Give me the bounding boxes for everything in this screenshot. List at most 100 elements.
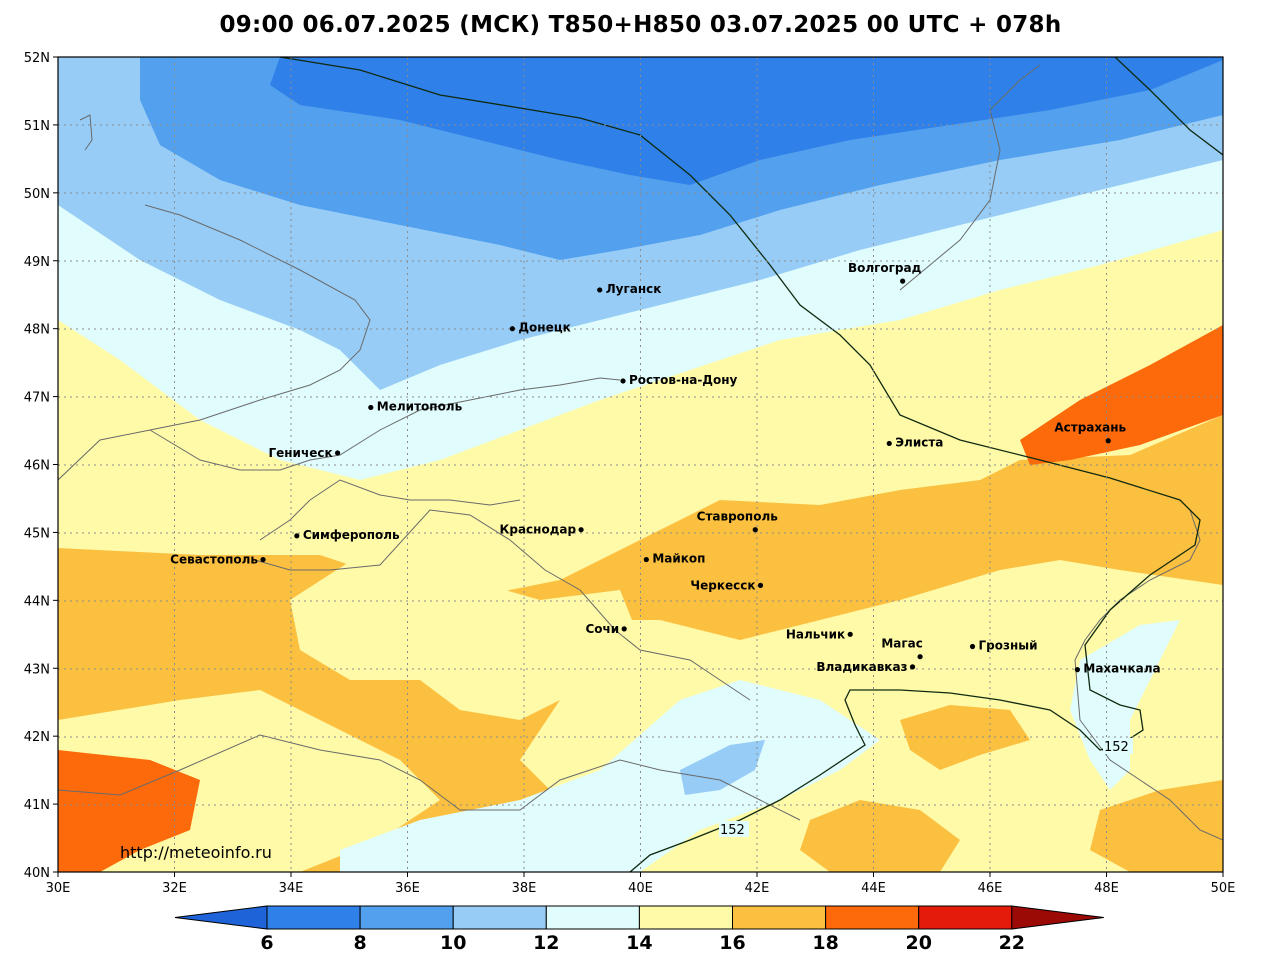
city-6: Астрахань <box>1054 421 1127 444</box>
city-label: Грозный <box>979 639 1038 653</box>
city-label: Мелитополь <box>377 399 463 413</box>
city-5: Геническ <box>268 446 341 460</box>
city-dot <box>969 643 976 650</box>
colorbar-segment <box>732 905 827 930</box>
lat-tick-label: 40N <box>24 866 50 881</box>
city-label: Владикавказ <box>816 660 907 674</box>
lat-tick-label: 52N <box>24 51 50 66</box>
city-dot <box>886 440 892 447</box>
graticule <box>58 57 1223 872</box>
colorbar-label: 18 <box>812 932 838 954</box>
city-dot <box>578 527 584 533</box>
city-label: Краснодар <box>500 523 577 537</box>
city-dot <box>917 654 923 660</box>
city-label: Астрахань <box>1054 421 1126 435</box>
city-17: Грозный <box>969 639 1038 653</box>
city-4: Мелитополь <box>368 399 463 413</box>
city-12: Майкоп <box>643 552 705 566</box>
band-18-20-east <box>1090 780 1223 872</box>
lat-tick-label: 50N <box>24 187 50 202</box>
colorbar-segment <box>359 905 454 930</box>
lat-tick-label: 46N <box>24 459 50 474</box>
city-dot <box>368 404 374 411</box>
band-12-14-patch <box>680 740 765 795</box>
lon-tick-label: 38E <box>512 881 537 896</box>
city-13: Черкесск <box>690 578 764 592</box>
city-1: Луганск <box>597 282 661 296</box>
city-dot <box>1105 438 1111 444</box>
city-9: Севастополь <box>170 553 266 567</box>
contour-line-north <box>279 57 1201 872</box>
colorbar: 6 8 10 12 14 16 18 20 22 <box>174 905 1104 954</box>
contour-label-east: 152 <box>1104 740 1129 755</box>
city-dot <box>621 626 627 632</box>
lat-tick-label: 51N <box>24 119 50 134</box>
city-label: Луганск <box>606 282 662 296</box>
city-dot <box>1074 667 1080 673</box>
colorbar-label: 8 <box>353 932 366 954</box>
contour-line-ne <box>1114 57 1223 156</box>
city-dot <box>597 287 603 293</box>
city-2: Донецк <box>509 321 571 335</box>
band-8-10 <box>270 57 1223 185</box>
city-label: Черкесск <box>690 578 755 592</box>
colorbar-label: 22 <box>999 932 1025 954</box>
city-label: Элиста <box>895 435 943 449</box>
city-label: Махачкала <box>1083 662 1160 676</box>
lat-tick-label: 45N <box>24 526 50 541</box>
city-19: Махачкала <box>1074 662 1161 676</box>
colorbar-label: 12 <box>533 932 559 954</box>
band-20-22-astrakhan <box>1020 325 1223 465</box>
colorbar-segment <box>638 905 734 930</box>
lat-tick-label: 47N <box>24 391 50 406</box>
lat-tick-label: 49N <box>24 255 50 270</box>
colorbar-label: 10 <box>440 932 466 954</box>
colorbar-segment <box>545 905 640 930</box>
band-14-16-transcaucasia <box>340 680 880 872</box>
colorbar-label: 14 <box>626 932 652 954</box>
city-0: Волгоград <box>848 261 922 284</box>
colorbar-label: 20 <box>905 932 931 954</box>
colorbar-extend-low <box>174 905 268 930</box>
colorbar-label: 6 <box>260 932 273 954</box>
city-3: Ростов-на-Дону <box>620 373 738 387</box>
city-dot <box>900 278 906 284</box>
lon-tick-label: 48E <box>1094 881 1119 896</box>
city-dot <box>752 527 758 533</box>
band-20-22-southwest <box>58 750 200 872</box>
lon-tick-label: 44E <box>861 881 886 896</box>
coastlines <box>58 64 1223 841</box>
lat-tick-label: 41N <box>24 798 50 813</box>
city-label: Ростов-на-Дону <box>629 373 738 387</box>
city-dot <box>294 533 300 539</box>
lon-tick-label: 42E <box>745 881 770 896</box>
city-label: Донецк <box>518 321 570 335</box>
city-7: Элиста <box>886 435 943 449</box>
city-markers: Волгоград Луганск Донецк Ростов-на-Дону Мели… <box>170 261 1160 675</box>
lat-tick-label: 48N <box>24 323 50 338</box>
lat-tick-label: 43N <box>24 662 50 677</box>
city-label: Нальчик <box>786 627 845 641</box>
lon-tick-label: 40E <box>628 881 653 896</box>
city-dot <box>757 582 764 588</box>
map-title: 09:00 06.07.2025 (МСК) T850+H850 03.07.2… <box>219 12 1062 38</box>
city-dot <box>620 378 626 384</box>
city-dot <box>847 631 853 637</box>
colorbar-segment <box>918 905 1013 930</box>
lon-tick-label: 32E <box>162 881 187 896</box>
city-dot <box>509 326 515 332</box>
band-18-20-se <box>800 800 960 872</box>
axis-ticks: 30E 32E 34E 36E 38E 40E 42E 44E 46E 48E 50E 52N 51N 5… <box>24 51 1236 896</box>
city-8: Симферополь <box>294 528 400 542</box>
city-dot <box>335 450 341 456</box>
colorbar-segment <box>266 905 361 930</box>
colorbar-segment <box>825 905 920 930</box>
source-url: http://meteoinfo.ru <box>120 843 272 862</box>
city-label: Магас <box>881 637 923 651</box>
band-16-18-south <box>290 555 640 720</box>
city-dot <box>909 664 916 670</box>
city-label: Майкоп <box>652 552 705 566</box>
lon-tick-label: 50E <box>1211 881 1236 896</box>
city-label: Ставрополь <box>697 510 779 524</box>
